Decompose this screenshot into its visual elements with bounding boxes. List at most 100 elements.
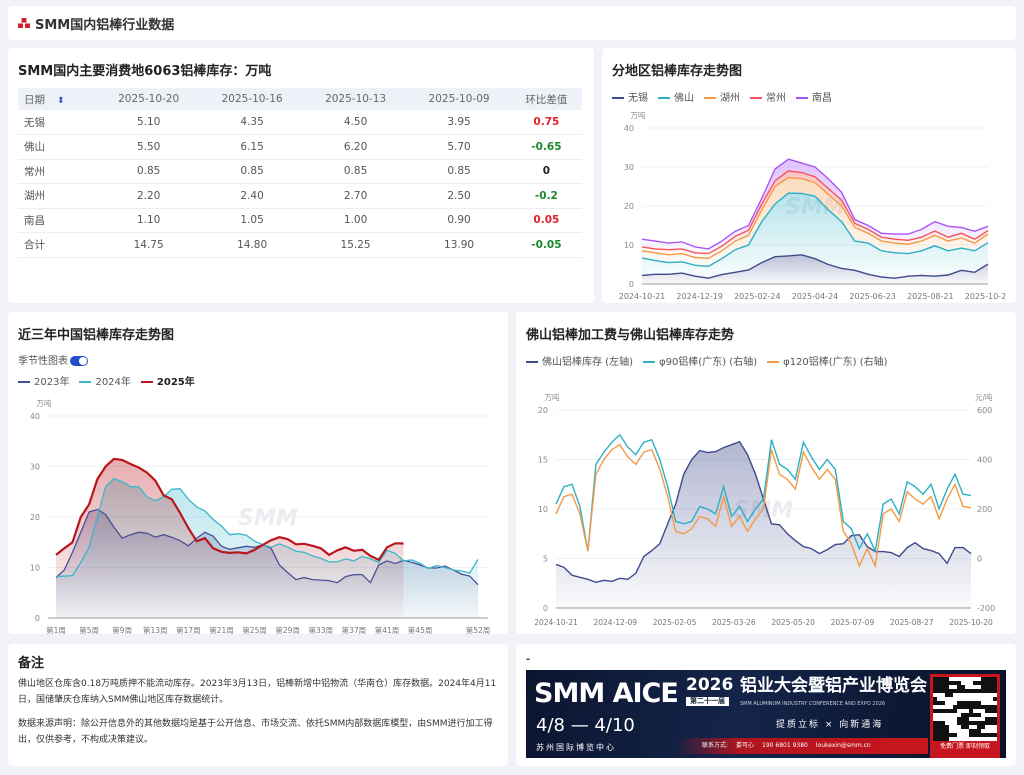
y-right-tick-label: -200 xyxy=(977,604,995,613)
change-value: -0.2 xyxy=(510,183,582,209)
qr-module xyxy=(981,725,985,729)
qr-module xyxy=(985,685,989,689)
x-tick-label: 2024-12-19 xyxy=(676,292,723,301)
qr-module xyxy=(981,685,985,689)
qr-module xyxy=(957,689,961,693)
qr-module xyxy=(965,689,969,693)
qr-module xyxy=(973,713,977,717)
qr-module xyxy=(937,685,941,689)
conference-banner[interactable]: SMM AICE 2026 第二十一届 铝业大会暨铝产业博览会 SMM ALUM… xyxy=(526,670,1006,758)
legend-item[interactable]: 佛山铝棒库存 (左轴) xyxy=(526,353,633,368)
qr-module xyxy=(985,733,989,737)
x-tick-label: 2025-10-20 xyxy=(949,618,993,627)
qr-module xyxy=(989,709,993,713)
qr-module xyxy=(933,701,937,705)
x-tick-label: 第13周 xyxy=(143,625,168,635)
qr-module xyxy=(969,689,973,693)
table-cell: 15.25 xyxy=(303,232,408,258)
y-right-tick-label: 400 xyxy=(977,456,992,465)
y-tick-label: 15 xyxy=(538,456,548,465)
banner-venue: 苏州国际博览中心 xyxy=(536,743,616,752)
qr-module xyxy=(977,681,981,685)
qr-module xyxy=(945,725,949,729)
qr-module xyxy=(961,705,965,709)
legend-item[interactable]: 无锡 xyxy=(612,89,648,104)
qr-module xyxy=(953,681,957,685)
legend-item[interactable]: 2024年 xyxy=(79,373,131,388)
qr-module xyxy=(933,729,937,733)
banner-english: SMM ALUMINUM INDUSTRY CONFERENCE AND EXP… xyxy=(740,701,886,707)
qr-module xyxy=(949,681,953,685)
inventory-table-card: SMM国内主要消费地6063铝棒库存：万吨 日期 ⬍ 2025-10-20 2025-… xyxy=(8,48,594,303)
qr-module xyxy=(985,689,989,693)
series-line xyxy=(641,158,989,250)
legend-item[interactable]: 湖州 xyxy=(704,89,740,104)
series-line xyxy=(555,443,972,569)
qr-module xyxy=(949,709,953,713)
qr-module xyxy=(989,685,993,689)
qr-module xyxy=(969,721,973,725)
seasonal-toggle[interactable]: 季节性图表 xyxy=(18,352,498,367)
qr-module xyxy=(977,705,981,709)
column-header[interactable]: 日期 ⬍ xyxy=(18,88,97,110)
qr-module xyxy=(973,689,977,693)
qr-module xyxy=(993,681,997,685)
legend-item[interactable]: 常州 xyxy=(750,89,786,104)
page-title: SMM国内铝棒行业数据 xyxy=(35,17,175,33)
table-row: 佛山 5.50 6.15 6.20 5.70 -0.65 xyxy=(18,134,582,160)
qr-module xyxy=(989,721,993,725)
y-tick-label: 5 xyxy=(543,555,548,564)
y-tick-label: 0 xyxy=(35,614,40,623)
table-cell: 0.90 xyxy=(407,208,511,233)
table-cell: 2.20 xyxy=(96,183,201,209)
column-header: 2025-10-09 xyxy=(407,88,511,110)
banner-contact-label: 联系方式: xyxy=(702,742,729,749)
qr-module xyxy=(965,725,969,729)
y-tick-label: 10 xyxy=(538,505,548,514)
legend-item[interactable]: 南昌 xyxy=(796,89,832,104)
qr-module xyxy=(993,677,997,681)
qr-module xyxy=(981,689,985,693)
legend-label: 2023年 xyxy=(34,377,70,388)
qr-module xyxy=(965,717,969,721)
x-tick-label: 第41周 xyxy=(375,625,400,635)
y-tick-label: 30 xyxy=(30,463,40,472)
qr-module xyxy=(933,737,937,741)
qr-module xyxy=(941,689,945,693)
table-cell: 14.75 xyxy=(96,232,201,258)
series-line xyxy=(641,170,989,255)
table-cell: 0.85 xyxy=(200,159,304,184)
legend-item[interactable]: 2023年 xyxy=(18,373,69,388)
qr-module xyxy=(937,677,941,681)
y-tick-label: 40 xyxy=(30,412,40,421)
qr-module xyxy=(941,677,945,681)
qr-module xyxy=(965,701,969,705)
table-title: SMM国内主要消费地6063铝棒库存：万吨 xyxy=(18,64,272,79)
table-cell: 13.90 xyxy=(407,232,511,258)
qr-module xyxy=(973,721,977,725)
qr-module xyxy=(989,689,993,693)
legend-item[interactable]: φ120铝棒(广东) (右轴) xyxy=(767,353,888,368)
qr-module xyxy=(937,709,941,713)
qr-module xyxy=(993,733,997,737)
series-area xyxy=(642,254,988,284)
x-tick-label: 第9周 xyxy=(112,625,132,635)
qr-module xyxy=(989,717,993,721)
qr-module xyxy=(945,681,949,685)
qr-module xyxy=(945,733,949,737)
qr-module xyxy=(937,681,941,685)
qr-code-box[interactable]: 免费门票 即刻领取 xyxy=(930,674,1000,758)
inventory-table: 日期 ⬍ 2025-10-20 2025-10-16 2025-10-13 2025-10… xyxy=(18,88,582,258)
sort-icon[interactable]: ⬍ xyxy=(57,95,65,106)
legend-item[interactable]: φ90铝棒(广东) (右轴) xyxy=(642,353,757,368)
qr-code-icon xyxy=(933,677,997,741)
legend-item[interactable]: 佛山 xyxy=(658,89,694,104)
chart-legend: 2023年 2024年 2025年 xyxy=(18,373,498,388)
legend-item[interactable]: 2025年 xyxy=(140,373,195,388)
toggle-switch[interactable] xyxy=(70,356,88,366)
table-row: 合计 14.75 14.80 15.25 13.90 -0.05 xyxy=(18,232,582,258)
table-cell: 合计 xyxy=(18,232,97,258)
banner-slogan: 提质立标 × 向新通海 xyxy=(776,720,884,730)
qr-module xyxy=(933,697,937,701)
qr-module xyxy=(973,701,977,705)
